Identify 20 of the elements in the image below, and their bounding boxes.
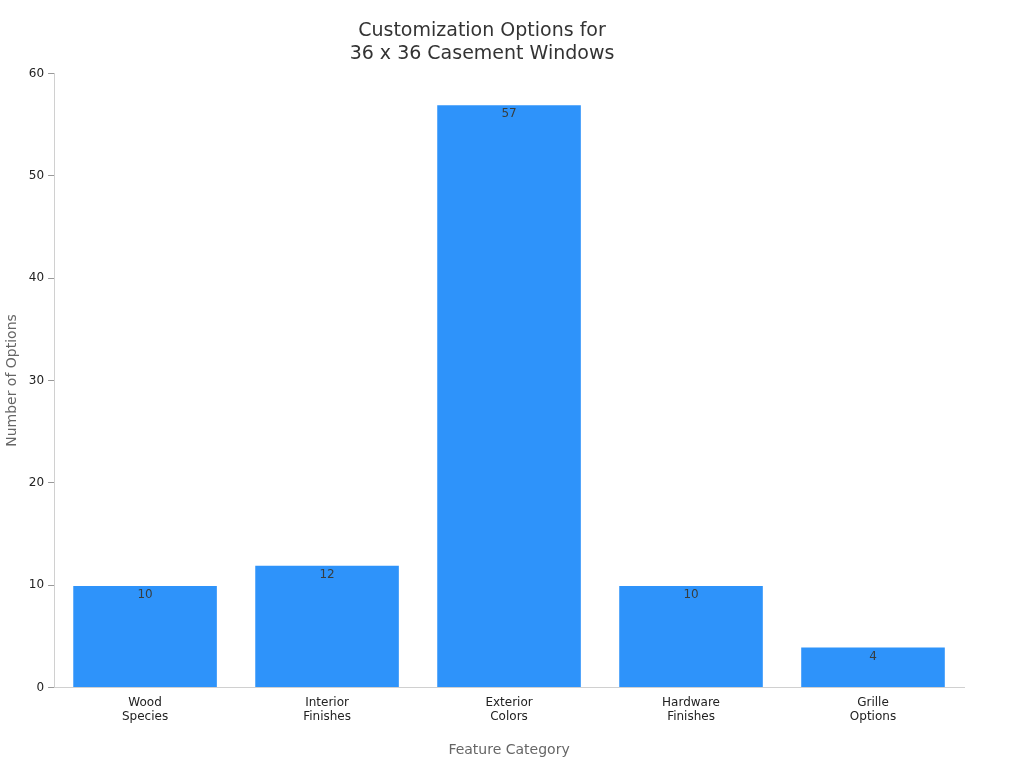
- y-tick-label: 30: [28, 372, 45, 387]
- data-label: 4: [869, 648, 877, 663]
- chart-title: Customization Options for 36 x 36 Casement Windows: [349, 18, 615, 64]
- y-tick-label: 0: [36, 679, 45, 694]
- y-tick-label: 60: [28, 65, 45, 80]
- data-label: 57: [501, 106, 517, 121]
- x-tick-label: Grille Options: [849, 694, 897, 724]
- x-axis-title: Feature Category: [448, 741, 570, 758]
- data-label: 10: [137, 587, 153, 602]
- y-tick-label: 40: [28, 270, 45, 285]
- y-tick-label: 50: [28, 168, 45, 183]
- x-tick-label: Exterior Colors: [485, 694, 533, 724]
- y-tick-label: 20: [28, 474, 45, 489]
- x-tick-label: Interior Finishes: [303, 694, 351, 724]
- x-tick-label: Hardware Finishes: [662, 694, 720, 724]
- y-axis-title: Number of Options: [3, 314, 20, 447]
- data-label: 10: [683, 587, 699, 602]
- x-tick-label: Wood Species: [121, 694, 169, 724]
- y-tick-label: 10: [28, 577, 45, 592]
- data-label: 12: [319, 566, 335, 581]
